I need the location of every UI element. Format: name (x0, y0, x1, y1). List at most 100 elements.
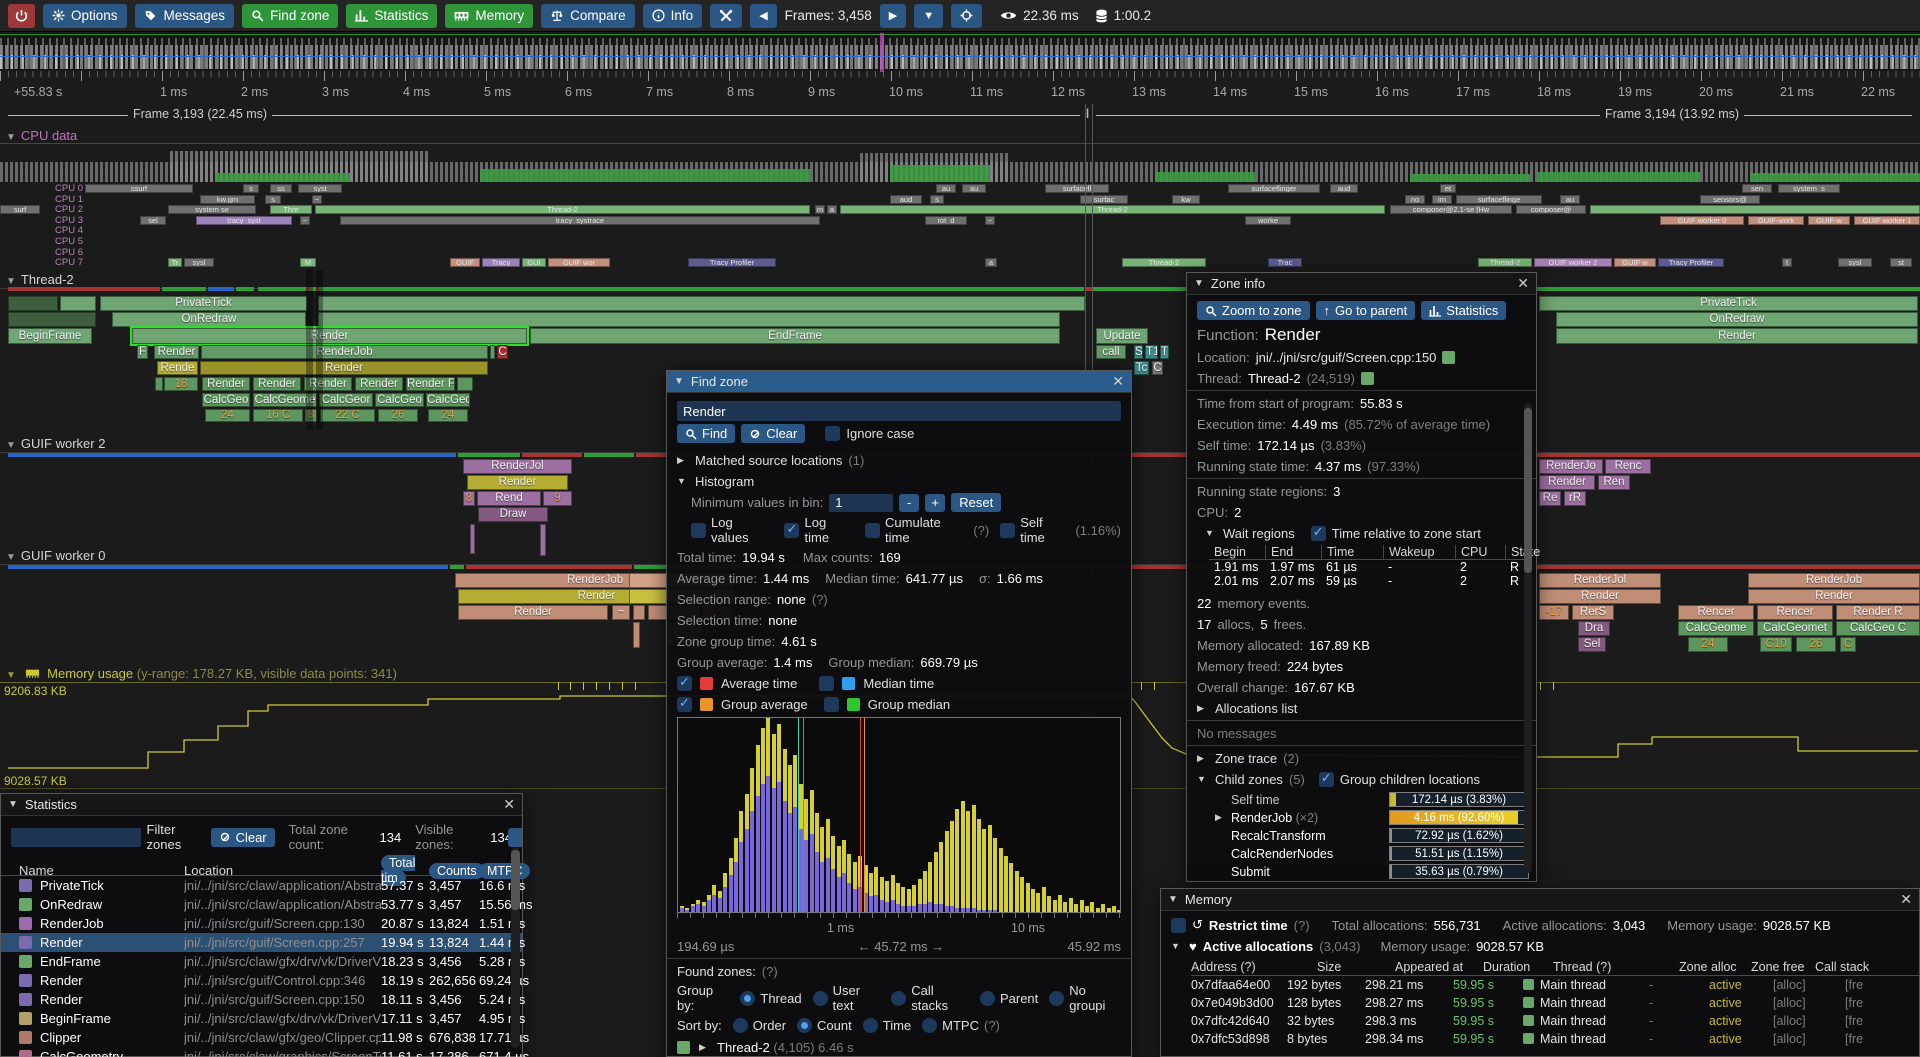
matched-source-locations[interactable]: Matched source locations (695, 452, 843, 468)
col-name[interactable]: Name (19, 862, 54, 878)
messages-button[interactable]: Messages (134, 3, 235, 28)
restrict-time-checkbox[interactable] (1171, 917, 1186, 933)
expand-icon[interactable]: ▶ (1197, 702, 1204, 713)
timeline-zone[interactable]: C (497, 345, 508, 359)
found-zone-group[interactable]: ▶ Thread-2 (4,105) 6.46 s (677, 1037, 1127, 1057)
cpu-zone-chip[interactable]: ~ (300, 215, 310, 225)
frame-overview-graph[interactable] (0, 33, 1920, 71)
source-color-swatch[interactable] (1442, 350, 1456, 364)
memory-col[interactable]: Size (1317, 959, 1342, 974)
timeline-zone[interactable]: Dra (1578, 621, 1610, 636)
find-zone-button[interactable]: Find zone (242, 3, 339, 28)
group-children-checkbox[interactable] (1318, 770, 1334, 787)
cumulate-time-checkbox[interactable] (865, 522, 881, 538)
cpu-zone-chip[interactable]: Thre (270, 205, 312, 215)
memory-panel-title[interactable]: ▼ Memory ✕ (1161, 889, 1919, 911)
min-values-input[interactable]: 1 (829, 493, 894, 512)
timeline-zone[interactable]: Render (1556, 328, 1918, 344)
clipped-button[interactable] (508, 827, 522, 847)
memory-button[interactable]: Memory (445, 3, 534, 28)
cpu-zone-chip[interactable]: aud (1330, 184, 1358, 193)
timeline-zone[interactable] (318, 312, 1060, 327)
cpu-zone-chip[interactable]: s (243, 184, 259, 193)
wait-col-begin[interactable]: Begin (1214, 545, 1246, 559)
collapse-button[interactable]: ▼ (914, 3, 944, 28)
self-time-checkbox[interactable] (1000, 522, 1016, 538)
statistics-row[interactable]: Render jni/../jni/src/guif/Screen.cpp:257… (1, 933, 525, 952)
close-icon[interactable]: ✕ (1517, 275, 1529, 291)
statistics-row[interactable]: BeginFrame jni/../jni/src/claw/gfx/drv/vk… (1, 1009, 525, 1028)
collapse-icon[interactable]: ▼ (1171, 941, 1180, 951)
timeline-zone[interactable] (633, 622, 640, 648)
sort-by-radio[interactable] (732, 1017, 748, 1033)
log-values-checkbox[interactable] (691, 522, 706, 538)
timeline-zone[interactable]: 18 (164, 377, 198, 391)
timeline-zone[interactable]: 8 (463, 491, 475, 506)
timeline-zone[interactable]: Render (304, 377, 352, 391)
timeline-zone[interactable]: PrivateTick (1539, 296, 1918, 311)
memory-col[interactable]: Duration (1483, 959, 1531, 974)
allocation-row[interactable]: 0x7dfaa64e00 192 bytes 298.21 ms 59.95 s Mai… (1191, 976, 1919, 994)
timeline-zone[interactable]: EndFrame (530, 328, 1060, 344)
statistics-row[interactable]: CalcGeometry jni/../jni/src/claw/graphics… (1, 1047, 529, 1057)
cpu-zone-chip[interactable]: surfac (1080, 194, 1128, 204)
timeline-zone[interactable]: 24 (428, 409, 468, 422)
clear-filter-button[interactable]: Clear (210, 827, 275, 847)
timeline-zone[interactable]: 9 (543, 491, 572, 506)
cpu-zone-chip[interactable]: GUIF worker 2 (1534, 258, 1612, 268)
cpu-zone-chip[interactable]: Thread-2 (1478, 258, 1532, 268)
child-zone-row[interactable]: Self time 172.14 µs (3.83%) (1199, 791, 1530, 808)
timeline-zone[interactable]: Ren (1598, 475, 1630, 490)
memory-col[interactable]: Zone alloc (1679, 959, 1737, 974)
cpu-zone-chip[interactable]: et (1440, 184, 1456, 193)
memory-usage-header[interactable]: ▼ Memory usage (y-range: 178.27 KB, visi… (6, 666, 397, 681)
cpu-zone-chip[interactable]: au (962, 184, 986, 193)
cpu-zone-chip[interactable]: system_s (1778, 184, 1840, 193)
collapse-icon[interactable]: ▼ (8, 799, 18, 810)
allocation-row[interactable]: 0x7dfc53d898 8 bytes 298.34 ms 59.95 s Main … (1191, 1030, 1919, 1048)
cpu-zone-chip[interactable]: sysl (184, 258, 214, 268)
statistics-scrollbar[interactable] (511, 848, 520, 1048)
cpu-zone-chip[interactable]: GUIF wor (548, 258, 610, 268)
timeline-zone[interactable]: CalcGeo (202, 393, 250, 407)
statistics-row[interactable]: RenderJob jni/../jni/src/guif/Screen.cpp:… (1, 914, 525, 933)
memory-col[interactable]: Zone free (1751, 959, 1805, 974)
timeline-zone[interactable] (540, 524, 546, 556)
wait-col-time[interactable]: Time (1321, 545, 1383, 559)
guif-worker2-header[interactable]: ▼ GUIF worker 2 (6, 436, 106, 451)
cpu-zone-chip[interactable]: sysl (1838, 258, 1872, 268)
log-time-checkbox[interactable] (784, 521, 800, 538)
timeline-zone[interactable] (8, 312, 96, 327)
group-by-radio[interactable] (740, 990, 756, 1006)
cpu-zone-chip[interactable]: im (1432, 194, 1452, 204)
cpu-zone-chip[interactable]: system se (168, 205, 256, 215)
frame-label-row[interactable]: Frame 3,193 (22.45 ms) ‖ Frame 3,194 (13… (0, 104, 1920, 126)
memory-col[interactable]: Thread (?) (1553, 959, 1612, 974)
cpu-zone-chip[interactable]: ssurf (85, 184, 193, 193)
timeline-zone[interactable]: RenderJol (463, 459, 572, 474)
timeline-zone[interactable]: Render F (406, 377, 455, 391)
timeline-zone[interactable]: CalcGeo (375, 393, 424, 407)
cpu-zone-chip[interactable]: Tracy Profiler (1658, 258, 1724, 268)
median-time-checkbox[interactable] (819, 675, 835, 691)
timeline-zone[interactable]: CalcGeome (253, 393, 317, 407)
timeline-zone[interactable]: Rende (157, 361, 198, 375)
options-button[interactable]: Options (43, 3, 127, 28)
timeline-zone[interactable]: RenderJo (1539, 459, 1603, 474)
memory-col[interactable]: Call stack (1815, 959, 1870, 974)
cpu-zone-chip[interactable]: surfacefl (1045, 184, 1109, 193)
ignore-case-checkbox[interactable] (825, 426, 841, 441)
sort-by-radio[interactable] (922, 1017, 938, 1033)
increment-button[interactable]: + (925, 493, 946, 512)
cpu-zone-chip[interactable]: sensors@ (1700, 194, 1760, 204)
timeline-zone[interactable]: 16 C (253, 409, 303, 422)
statistics-row[interactable]: Render jni/../jni/src/guif/Screen.cpp:150… (1, 990, 525, 1009)
timeline[interactable]: ▼ CPU data CPU 0 ssurf s ss syst au au surfacefl… (0, 33, 1920, 888)
expand-icon[interactable]: ▶ (1215, 812, 1222, 822)
next-frame-button[interactable]: ▶ (879, 3, 907, 28)
histogram-section[interactable]: Histogram (695, 473, 755, 489)
timeline-zone[interactable]: Render (253, 377, 301, 391)
cpu-zone-chip[interactable]: t (1782, 258, 1792, 268)
timeline-zone[interactable]: F (137, 345, 148, 359)
find-button[interactable]: Find (677, 424, 736, 443)
